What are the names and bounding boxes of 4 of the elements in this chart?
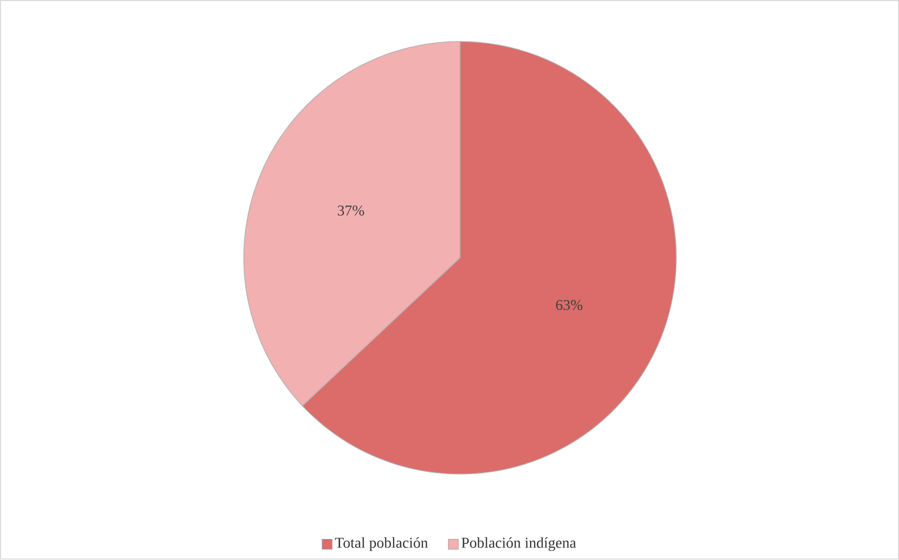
legend-label: Población indígena [462, 537, 576, 552]
legend-label: Total población [335, 537, 428, 552]
data-label: 37% [338, 206, 364, 216]
data-label: 63% [556, 300, 582, 310]
